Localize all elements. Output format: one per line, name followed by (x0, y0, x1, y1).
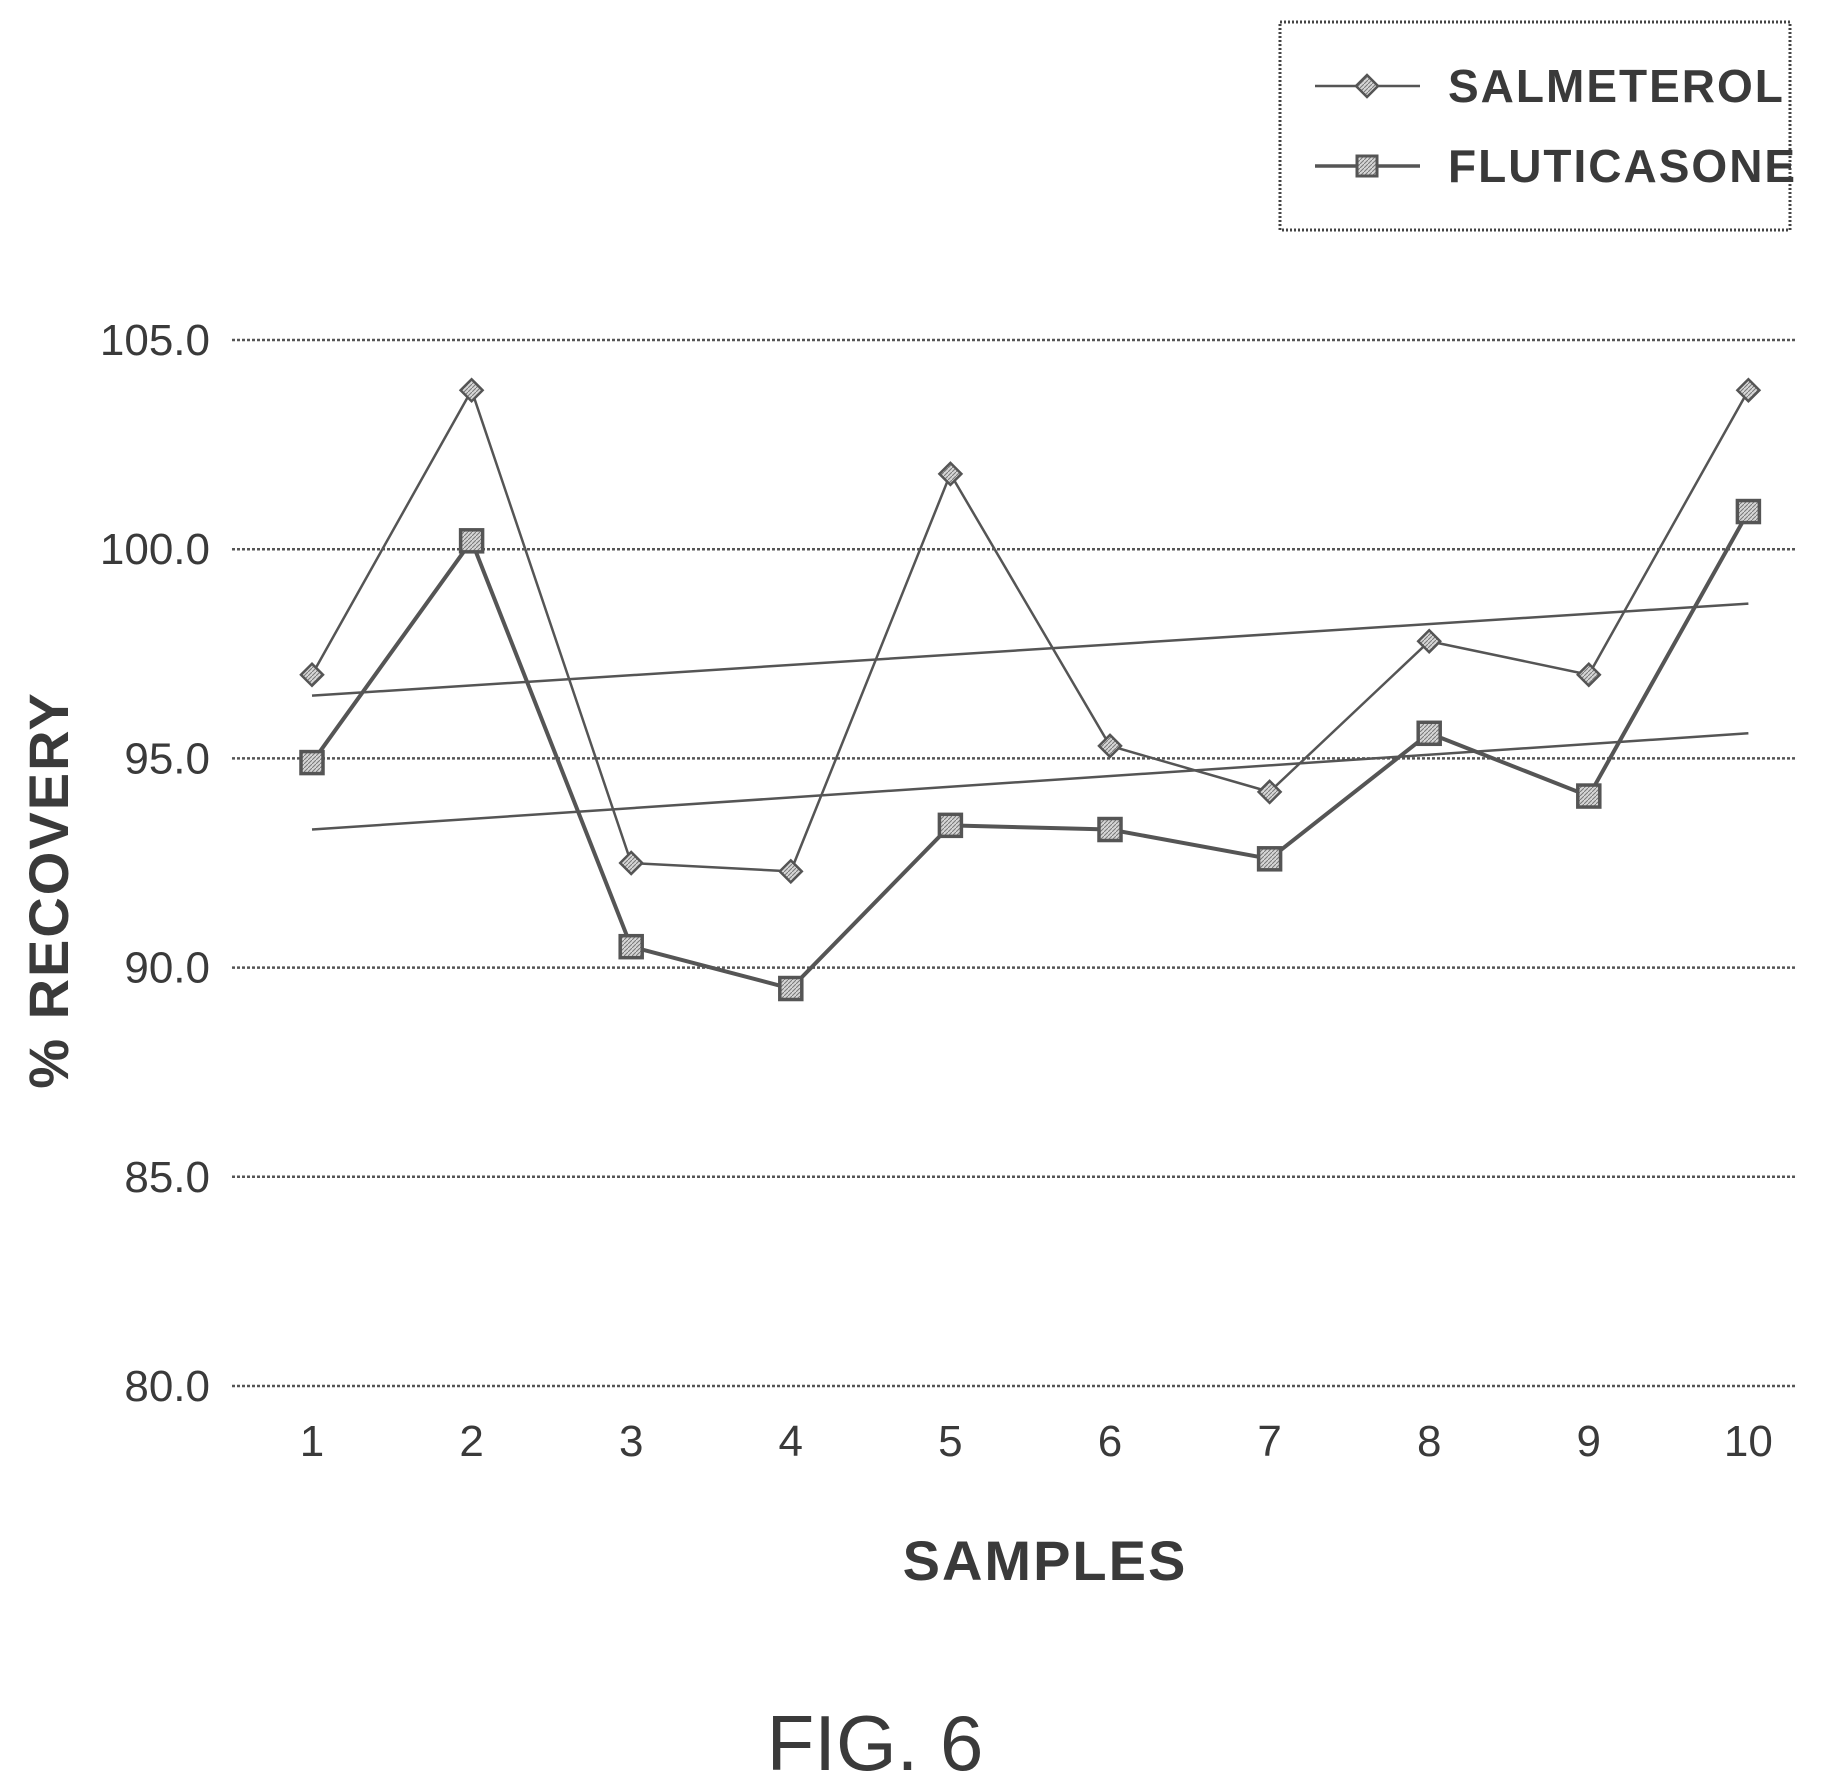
legend: SALMETEROL FLUTICASONE (1278, 20, 1797, 232)
point-salmeterol-1 (299, 661, 325, 688)
point-fluticasone-10 (1735, 498, 1762, 525)
point-fluticasone-4 (778, 975, 804, 1002)
point-salmeterol-3 (618, 850, 644, 876)
point-salmeterol-4 (778, 858, 804, 885)
trendlines (311, 602, 1749, 831)
x-tick-label-7: 8 (1417, 1417, 1441, 1466)
x-tick-label-6: 7 (1257, 1417, 1281, 1466)
x-tick-label-9: 10 (1724, 1417, 1773, 1466)
trendline-fluticasone (311, 732, 1749, 831)
x-tick-label-1: 2 (459, 1417, 483, 1466)
legend-item-salmeterol: SALMETEROL (1315, 60, 1785, 112)
x-tick-label-2: 3 (619, 1417, 643, 1466)
y-axis-tick-labels: 80.0 85.0 90.0 95.0 100.0 105.0 (100, 316, 210, 1411)
point-salmeterol-10 (1735, 377, 1762, 403)
x-tick-label-4: 5 (938, 1417, 962, 1466)
x-tick-label-8: 9 (1577, 1417, 1601, 1466)
series-line-salmeterol (310, 388, 1750, 873)
y-tick-label-1: 85.0 (124, 1153, 210, 1202)
x-tick-label-3: 4 (779, 1417, 803, 1466)
x-tick-label-5: 6 (1098, 1417, 1122, 1466)
legend-marker-salmeterol (1354, 73, 1380, 99)
x-axis-tick-labels: 1 2 3 4 5 6 7 8 9 10 (300, 1417, 1773, 1466)
y-tick-label-2: 90.0 (124, 944, 210, 993)
legend-label-fluticasone: FLUTICASONE (1448, 140, 1797, 192)
legend-marker-fluticasone (1355, 154, 1379, 178)
point-fluticasone-9 (1576, 783, 1602, 809)
legend-item-fluticasone: FLUTICASONE (1315, 140, 1797, 192)
point-salmeterol-6 (1097, 733, 1123, 759)
trendline-salmeterol (311, 602, 1749, 697)
y-tick-label-3: 95.0 (124, 734, 210, 783)
y-tick-label-5: 105.0 (100, 316, 210, 365)
point-salmeterol-9 (1576, 661, 1602, 688)
point-fluticasone-5 (937, 812, 964, 839)
legend-box (1278, 20, 1792, 232)
legend-label-salmeterol: SALMETEROL (1448, 60, 1785, 112)
point-salmeterol-5 (937, 461, 964, 487)
point-fluticasone-1 (299, 749, 325, 776)
point-fluticasone-2 (458, 528, 485, 554)
series-markers (299, 377, 1762, 1002)
point-fluticasone-3 (618, 933, 644, 960)
point-salmeterol-7 (1256, 779, 1283, 805)
y-axis-title: % RECOVERY (17, 691, 80, 1089)
figure-caption: FIG. 6 (767, 1699, 984, 1779)
y-tick-label-0: 80.0 (124, 1362, 210, 1411)
series-lines (310, 388, 1751, 991)
point-fluticasone-8 (1416, 720, 1442, 747)
y-tick-label-4: 100.0 (100, 525, 210, 574)
point-salmeterol-8 (1416, 628, 1442, 655)
point-fluticasone-7 (1256, 846, 1283, 872)
series-line-fluticasone (310, 510, 1751, 991)
x-axis-title: SAMPLES (903, 1529, 1188, 1592)
point-salmeterol-2 (458, 377, 485, 403)
point-fluticasone-6 (1097, 816, 1123, 843)
x-tick-label-0: 1 (300, 1417, 324, 1466)
gridlines (232, 338, 1795, 1388)
